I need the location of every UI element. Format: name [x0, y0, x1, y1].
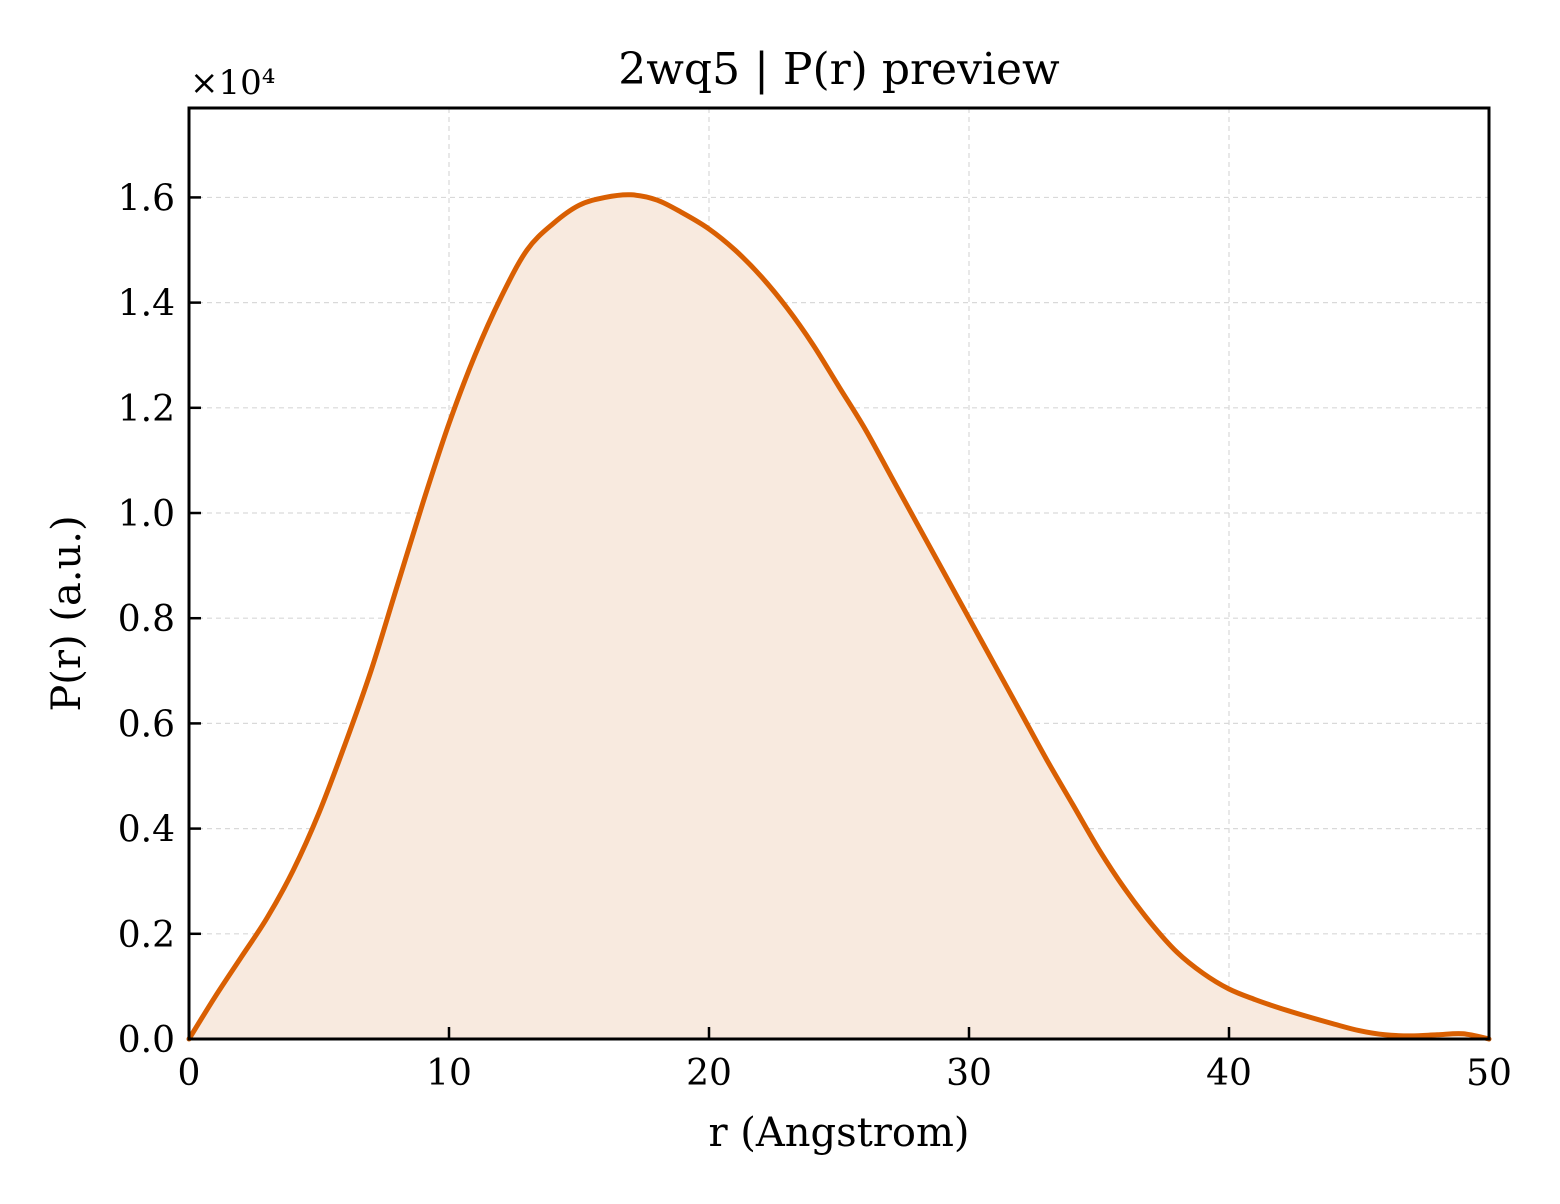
y-axis-label: P(r) (a.u.): [44, 515, 90, 711]
y-tick-label: 1.4: [118, 284, 175, 325]
y-tick-label: 0.2: [118, 915, 175, 956]
x-tick-label: 50: [1466, 1053, 1512, 1094]
y-tick-label: 0.4: [118, 810, 175, 851]
chart-title: 2wq5 | P(r) preview: [618, 44, 1060, 95]
plot-frame: [187, 106, 1491, 1041]
y-tick-label: 0.8: [118, 599, 175, 640]
area-fill: [189, 194, 1489, 1040]
y-offset-label: ×10⁴: [190, 63, 275, 103]
axis-ticks: 0 10 20 30 40 50 0.0 0.2 0.4 0.6 0.8 1.0 1.2 1.4 1.6: [118, 178, 1512, 1094]
x-tick-label: 10: [426, 1053, 472, 1094]
x-tick-label: 30: [946, 1053, 992, 1094]
y-tick-label: 0.6: [118, 704, 175, 745]
y-tick-label: 0.0: [118, 1020, 175, 1061]
x-tick-label: 40: [1206, 1053, 1252, 1094]
y-tick-label: 1.6: [118, 178, 175, 219]
y-tick-label: 1.2: [118, 389, 175, 430]
y-tick-label: 1.0: [118, 494, 175, 535]
x-axis-label: r (Angstrom): [708, 1110, 969, 1156]
series-line: [186, 192, 1492, 1042]
x-tick-label: 0: [178, 1053, 201, 1094]
x-tick-label: 20: [686, 1053, 732, 1094]
